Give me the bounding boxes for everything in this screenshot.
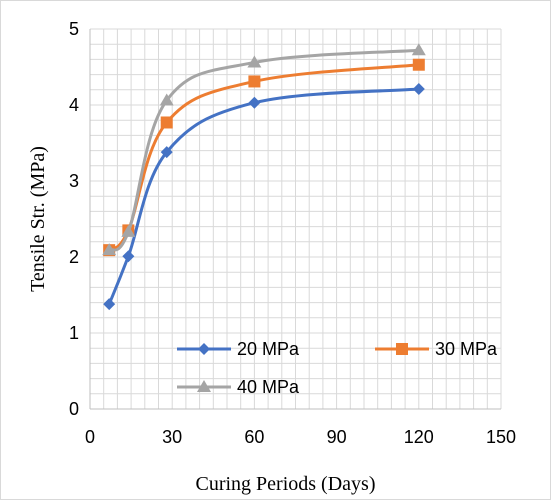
y-tick-label: 0 [69, 399, 79, 419]
legend-label: 40 MPa [237, 377, 300, 397]
data-point-40-mpa [102, 243, 117, 256]
x-tick-label: 30 [162, 427, 182, 447]
data-point-20-mpa [248, 96, 261, 109]
data-point-40-mpa [247, 55, 262, 68]
legend-item-40-mpa: 40 MPa [177, 377, 300, 397]
data-point-40-mpa [411, 43, 426, 56]
series-line-20-mpa [107, 87, 419, 305]
x-tick-label: 120 [404, 427, 434, 447]
data-point-30-mpa [248, 75, 261, 88]
data-point-20-mpa [160, 146, 173, 159]
data-point-40-mpa [159, 93, 174, 106]
series-20-mpa [103, 83, 425, 311]
y-tick-label: 5 [69, 19, 79, 39]
legend: 20 MPa 30 MPa 40 MPa [177, 339, 498, 397]
series-layer [102, 43, 426, 311]
x-axis-title: Curing Periods (Days) [196, 473, 376, 495]
data-point-20-mpa [103, 298, 116, 311]
legend-item-30-mpa: 30 MPa [375, 339, 498, 359]
x-tick-label: 150 [486, 427, 516, 447]
axes [89, 29, 501, 410]
data-point-30-mpa [160, 116, 173, 129]
legend-item-20-mpa: 20 MPa [177, 339, 300, 359]
legend-label: 30 MPa [435, 339, 498, 359]
tick-labels: 0 30 60 90 120 150 0 1 2 3 4 5 [69, 19, 516, 447]
data-point-20-mpa [122, 250, 135, 263]
data-point-40-mpa [121, 224, 136, 237]
x-tick-label: 0 [85, 427, 95, 447]
data-point-30-mpa [412, 58, 425, 71]
y-tick-label: 2 [69, 247, 79, 267]
legend-marker [197, 380, 211, 392]
y-tick-label: 4 [69, 95, 79, 115]
legend-marker [396, 343, 408, 355]
y-tick-label: 1 [69, 323, 79, 343]
y-axis-title: Tensile Str. (MPa) [27, 146, 49, 292]
y-tick-label: 3 [69, 171, 79, 191]
series-40-mpa [102, 43, 426, 256]
legend-marker [198, 343, 210, 355]
legend-label: 20 MPa [237, 339, 300, 359]
x-tick-label: 90 [327, 427, 347, 447]
data-point-20-mpa [412, 83, 425, 96]
x-tick-label: 60 [244, 427, 264, 447]
